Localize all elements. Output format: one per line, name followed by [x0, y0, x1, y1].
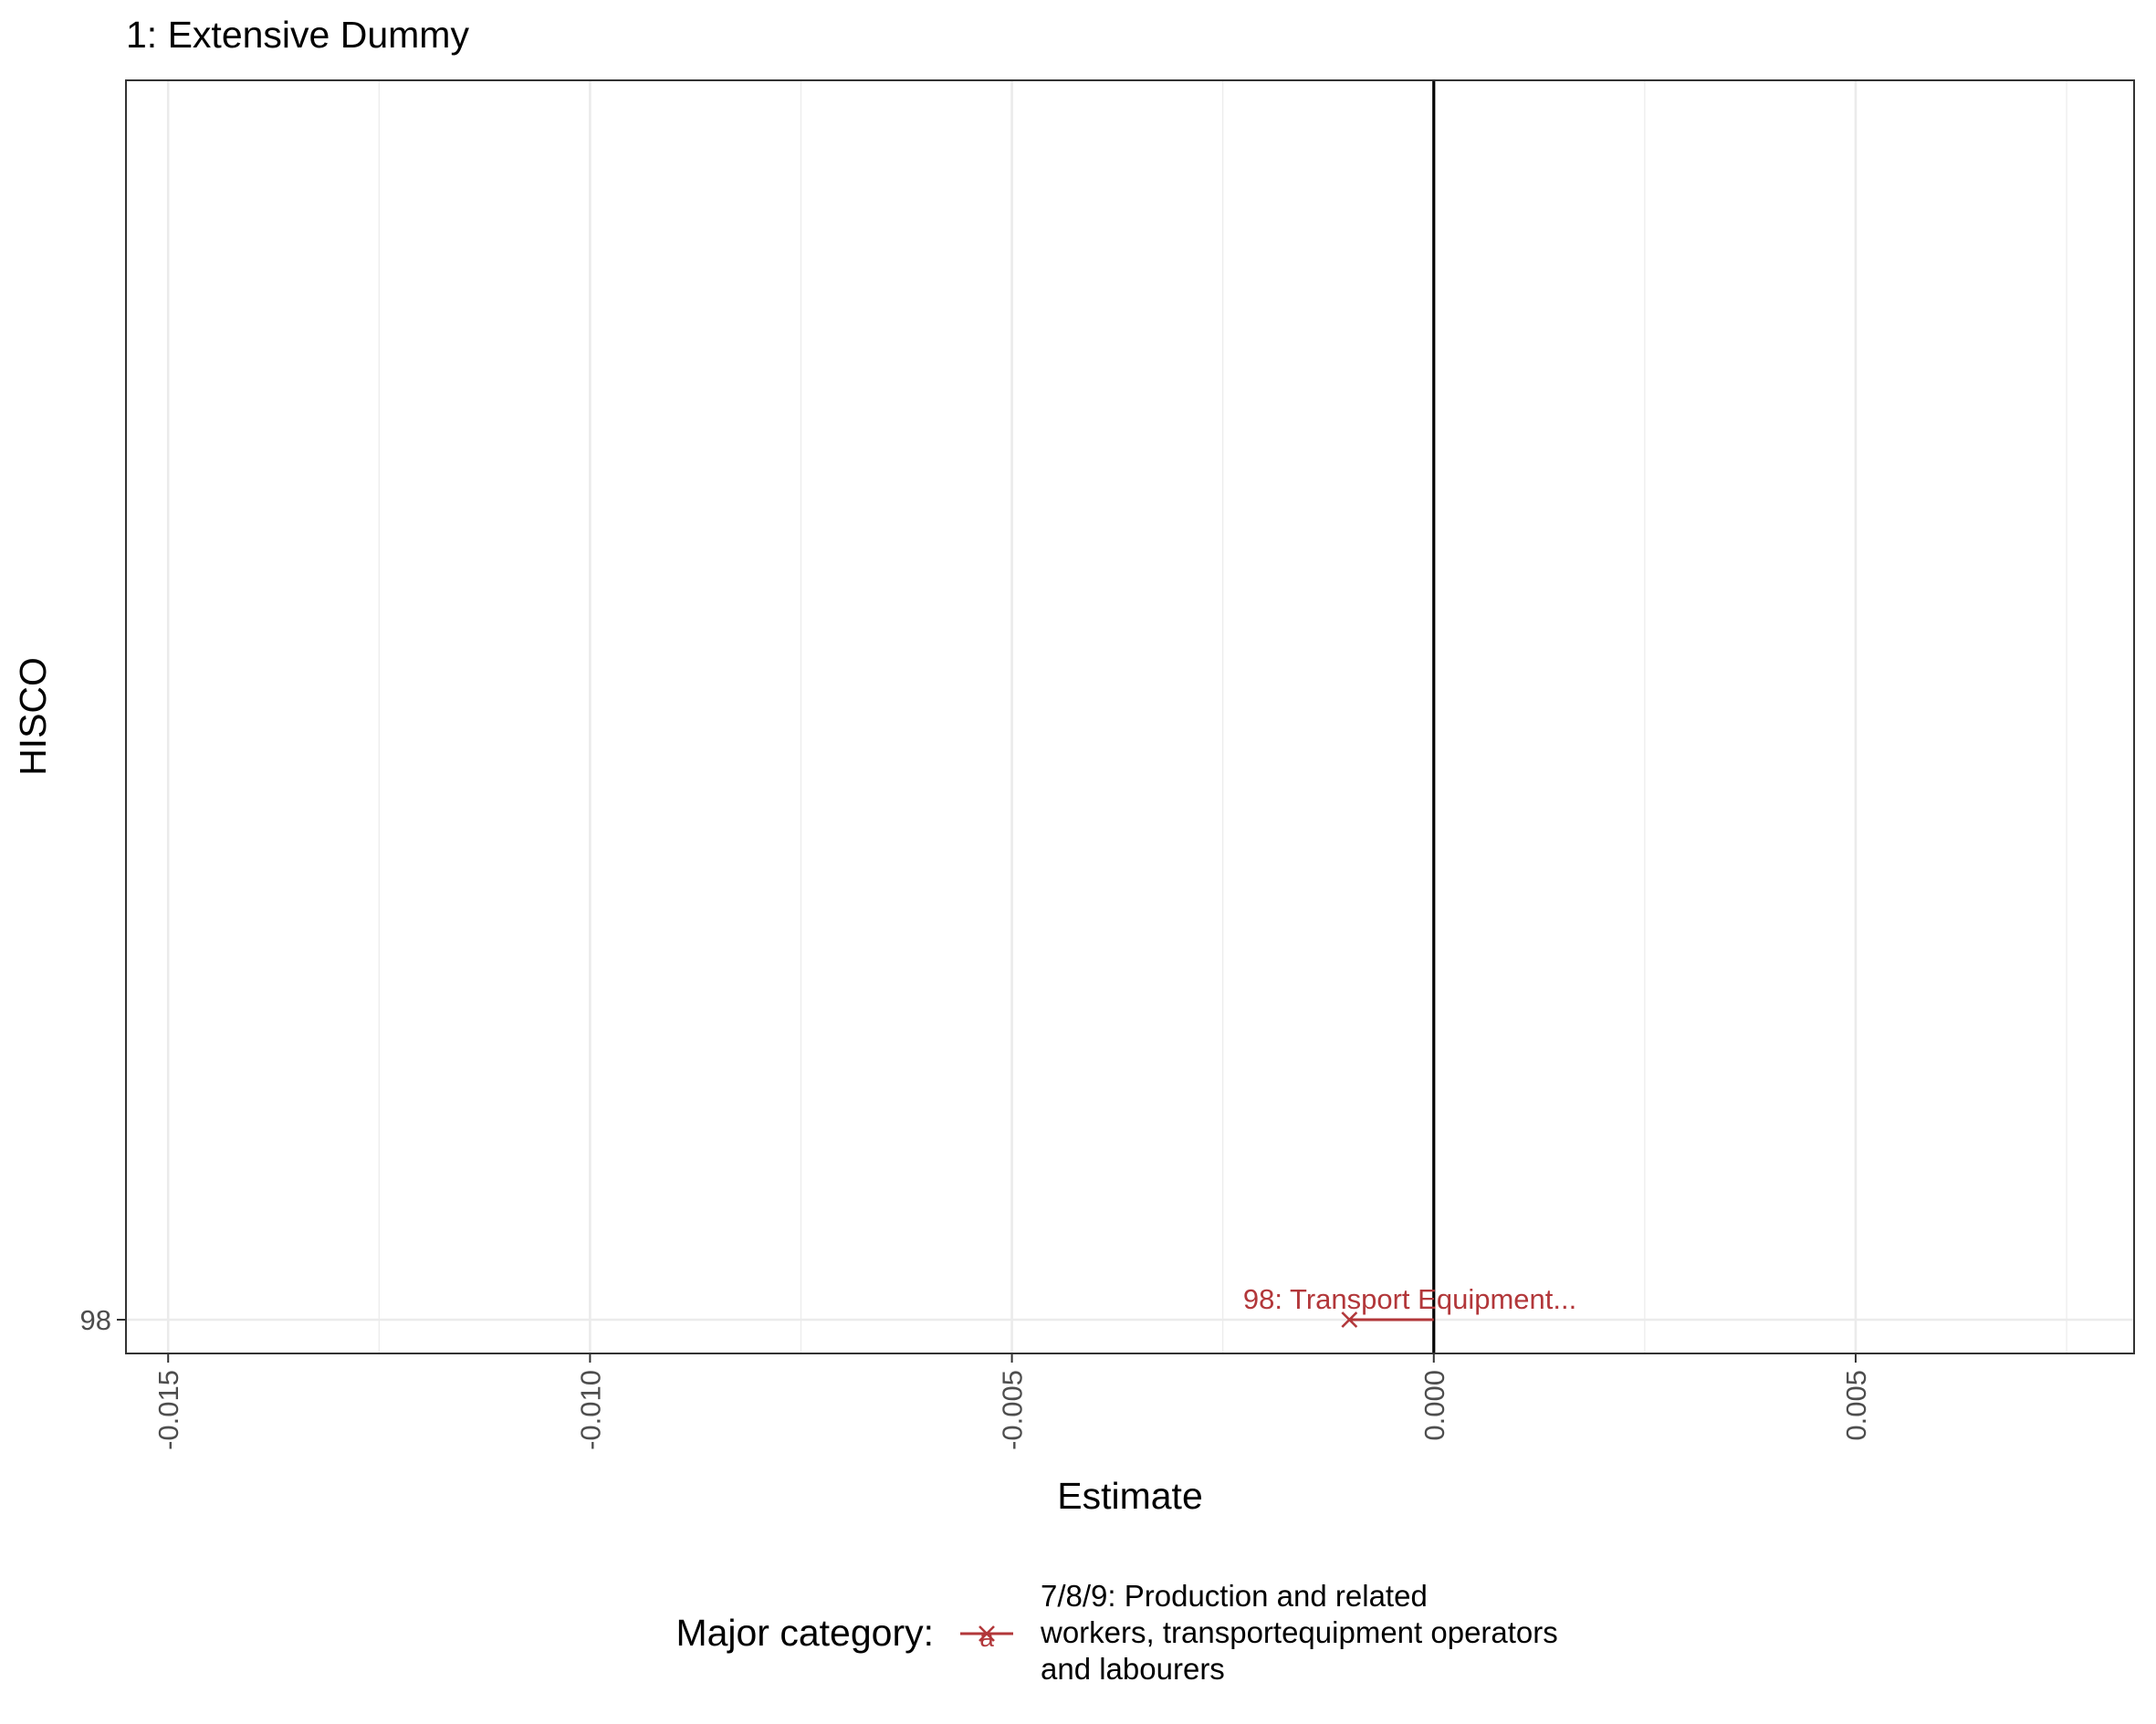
x-axis-title: Estimate: [1057, 1475, 1203, 1517]
y-tick-label: 98: [80, 1304, 111, 1336]
legend-key-marker: [979, 1625, 995, 1642]
legend-item-label-line: workers, transportequipment operators: [1040, 1615, 1558, 1649]
legend-key-glyph: a: [979, 1624, 994, 1652]
x-tick-label: 0.005: [1840, 1370, 1872, 1441]
legend-item-label-line: 7/8/9: Production and related: [1041, 1579, 1428, 1613]
plot-panel: [126, 80, 2134, 1353]
legend-title: Major category:: [675, 1612, 934, 1654]
x-tick-label: -0.015: [152, 1370, 184, 1450]
point-marker-x-stroke: [1341, 1311, 1358, 1328]
chart-title: 1: Extensive Dummy: [126, 14, 469, 56]
x-tick-label: -0.010: [574, 1370, 606, 1450]
legend: Major category: a 7/8/9: Production and r…: [675, 1579, 1557, 1686]
plot-border: [125, 79, 2135, 1354]
y-axis-title: HISCO: [12, 657, 54, 776]
x-tick-label: -0.005: [997, 1370, 1029, 1450]
legend-item-label-line: and labourers: [1041, 1652, 1225, 1686]
x-tick-label: 0.000: [1418, 1370, 1450, 1441]
axes: -0.015 -0.010 -0.005 0.000 0.005 98: [80, 1304, 1872, 1450]
point-label: 98: Transport Equipment...: [1243, 1283, 1576, 1315]
data-layer: 98: Transport Equipment...: [1243, 1283, 1576, 1328]
